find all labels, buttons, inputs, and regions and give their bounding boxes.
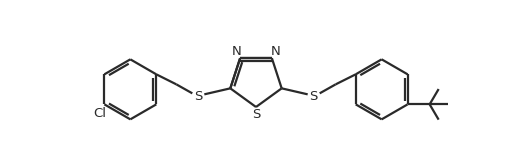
Text: S: S (252, 108, 260, 122)
Text: Cl: Cl (93, 107, 106, 120)
Text: S: S (309, 90, 318, 103)
Text: N: N (271, 45, 281, 58)
Text: N: N (231, 45, 241, 58)
Text: S: S (194, 90, 203, 103)
